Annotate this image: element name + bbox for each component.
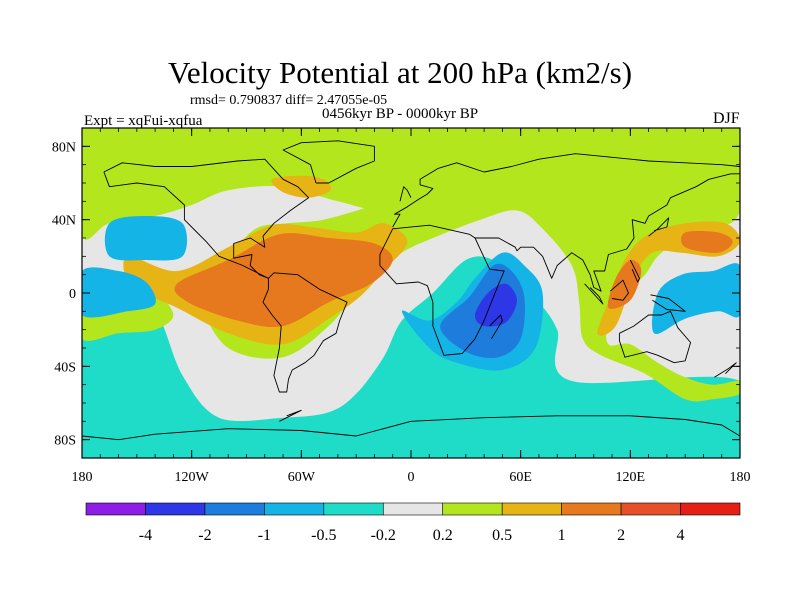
colorbar-label: 2 bbox=[617, 527, 625, 544]
coastline-13 bbox=[489, 314, 503, 340]
x-tick-label: 60W bbox=[288, 470, 316, 485]
stats-line: rmsd= 0.790837 diff= 2.47055e-05 bbox=[190, 93, 388, 108]
x-tick-label: 180 bbox=[730, 470, 751, 485]
colorbar-label: -1 bbox=[258, 527, 271, 544]
coastline-7 bbox=[279, 409, 302, 422]
colorbar-swatch-6 bbox=[442, 502, 503, 516]
coastline-4 bbox=[475, 173, 740, 292]
contour-band-13 bbox=[474, 283, 517, 327]
contour-band-14 bbox=[104, 216, 188, 261]
colorbar-swatch-0 bbox=[85, 502, 146, 516]
contour-band-4 bbox=[174, 233, 393, 328]
colorbar-label: 0.2 bbox=[433, 527, 453, 544]
x-tick-label: 60E bbox=[509, 470, 532, 485]
colorbar-label: -2 bbox=[198, 527, 211, 544]
coastline-15 bbox=[629, 259, 640, 283]
colorbar-swatch-2 bbox=[204, 502, 265, 516]
coastline-2 bbox=[392, 153, 740, 228]
colorbar-swatch-5 bbox=[382, 502, 444, 516]
coastline-11 bbox=[650, 294, 686, 312]
contour-band-8 bbox=[681, 231, 733, 253]
coastline-0 bbox=[103, 158, 310, 279]
colorbar-label: 1 bbox=[558, 527, 566, 544]
coastline-16 bbox=[714, 362, 737, 378]
colorbar-label: -0.2 bbox=[371, 527, 396, 544]
coastline-6 bbox=[82, 415, 740, 441]
coastline-10 bbox=[609, 279, 629, 301]
coastline-1 bbox=[262, 272, 348, 393]
y-tick-label: 40S bbox=[54, 360, 76, 375]
season-label: DJF bbox=[713, 110, 740, 127]
coastline-12 bbox=[399, 186, 412, 202]
colorbar-swatch-4 bbox=[323, 502, 384, 516]
y-tick-label: 80N bbox=[52, 140, 76, 155]
contour-band-0 bbox=[82, 256, 740, 458]
colorbar-label: 0.5 bbox=[492, 527, 512, 544]
y-tick-label: 40N bbox=[52, 214, 76, 229]
contour-band-11 bbox=[652, 263, 740, 335]
experiment-label: Expt = xqFui-xqfua bbox=[84, 113, 203, 129]
colorbar-label: -0.5 bbox=[311, 527, 336, 544]
y-tick-label: 80S bbox=[54, 434, 76, 449]
x-tick-label: 180 bbox=[72, 470, 93, 485]
colorbar-swatch-1 bbox=[145, 502, 206, 516]
map-field bbox=[82, 128, 740, 458]
colorbar-swatch-9 bbox=[620, 502, 681, 516]
y-tick-label: 0 bbox=[69, 287, 76, 302]
period-label: 0456kyr BP - 0000kyr BP bbox=[322, 106, 479, 122]
coastline-14 bbox=[648, 217, 670, 237]
coastline-8 bbox=[282, 140, 375, 184]
colorbar-label: -4 bbox=[139, 527, 152, 544]
coastline-5 bbox=[618, 310, 692, 364]
x-tick-label: 120W bbox=[175, 470, 210, 485]
contour-band-9 bbox=[82, 267, 156, 318]
colorbar-swatch-7 bbox=[501, 502, 562, 516]
x-tick-label: 0 bbox=[408, 470, 415, 485]
chart-title: Velocity Potential at 200 hPa (km2/s) bbox=[167, 55, 633, 90]
colorbar-swatch-8 bbox=[561, 502, 622, 516]
colorbar-swatch-3 bbox=[264, 502, 325, 516]
colorbar-label: 4 bbox=[677, 527, 685, 544]
x-tick-label: 120E bbox=[616, 470, 646, 485]
coastline-3 bbox=[379, 224, 505, 356]
colorbar-swatch-10 bbox=[680, 502, 741, 516]
coastline-9 bbox=[584, 283, 604, 305]
